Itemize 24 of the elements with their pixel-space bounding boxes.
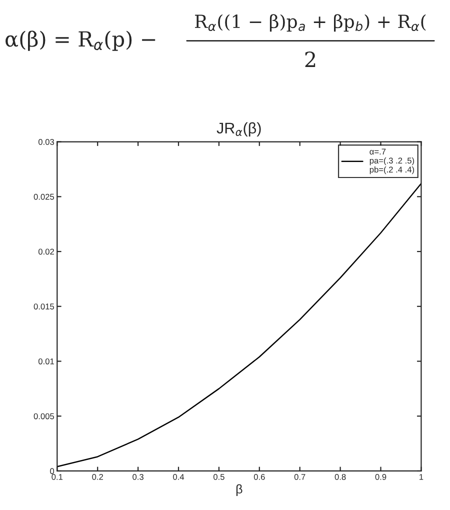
x-tick-label: 0.7 xyxy=(294,474,306,480)
x-tick-label: 0.6 xyxy=(254,474,265,480)
legend-label: α=.7 pa=(.3 .2 .5) pb=(.2 .4 .4) xyxy=(370,148,414,174)
y-tick-label: 0.005 xyxy=(34,413,54,420)
x-tick-label: 1 xyxy=(420,474,424,480)
x-tick-label: 0.8 xyxy=(334,474,346,480)
y-tick-label: 0.015 xyxy=(34,304,54,310)
x-tick-label: 0.2 xyxy=(92,474,103,480)
y-tick-label: 0.02 xyxy=(38,248,54,255)
line-series xyxy=(57,182,422,468)
chart-title: JR$_{α}$(β) xyxy=(216,122,261,137)
y-tick-label: 0.01 xyxy=(38,358,54,364)
y-tick-label: 0 xyxy=(50,468,54,474)
x-tick-label: 0.5 xyxy=(213,474,224,480)
x-tick-label: 0.1 xyxy=(52,474,63,480)
y-tick-label: 0.025 xyxy=(34,194,54,200)
x-tick-label: 0.3 xyxy=(132,474,144,480)
text: α(β) = R$_{α}$(p) − xyxy=(6,30,156,51)
x-axis-title: β xyxy=(236,484,242,496)
x-tick-label: 0.9 xyxy=(375,474,386,480)
x-tick-label: 0.4 xyxy=(173,474,184,480)
y-tick-label: 0.03 xyxy=(38,138,54,145)
text: R$_{α}$((1 − β)p$_{a}$ + βp$_{b}$) + R$_{α}$( xyxy=(195,14,426,32)
text: 2 xyxy=(305,51,316,67)
